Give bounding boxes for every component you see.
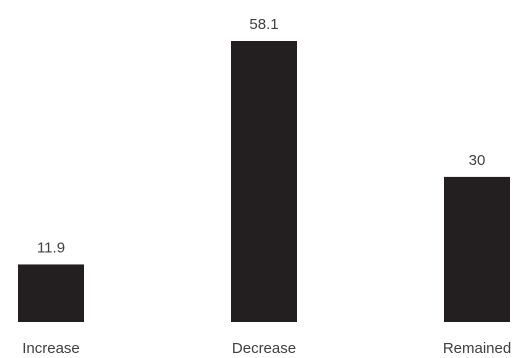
value-label-remained: 30 [469,152,486,169]
bars-group [18,41,510,322]
category-label-increase: Increase [22,340,80,357]
value-labels-group: 11.9 58.1 30 [37,16,485,256]
bar-decrease [231,41,297,322]
category-label-decrease: Decrease [232,340,296,357]
value-label-increase: 11.9 [37,239,65,256]
category-label-remained: Remained [443,340,511,357]
category-labels-group: Increase Decrease Remained [22,340,511,357]
bar-remained [444,176,510,322]
bar-increase [18,264,84,322]
value-label-decrease: 58.1 [249,16,278,33]
